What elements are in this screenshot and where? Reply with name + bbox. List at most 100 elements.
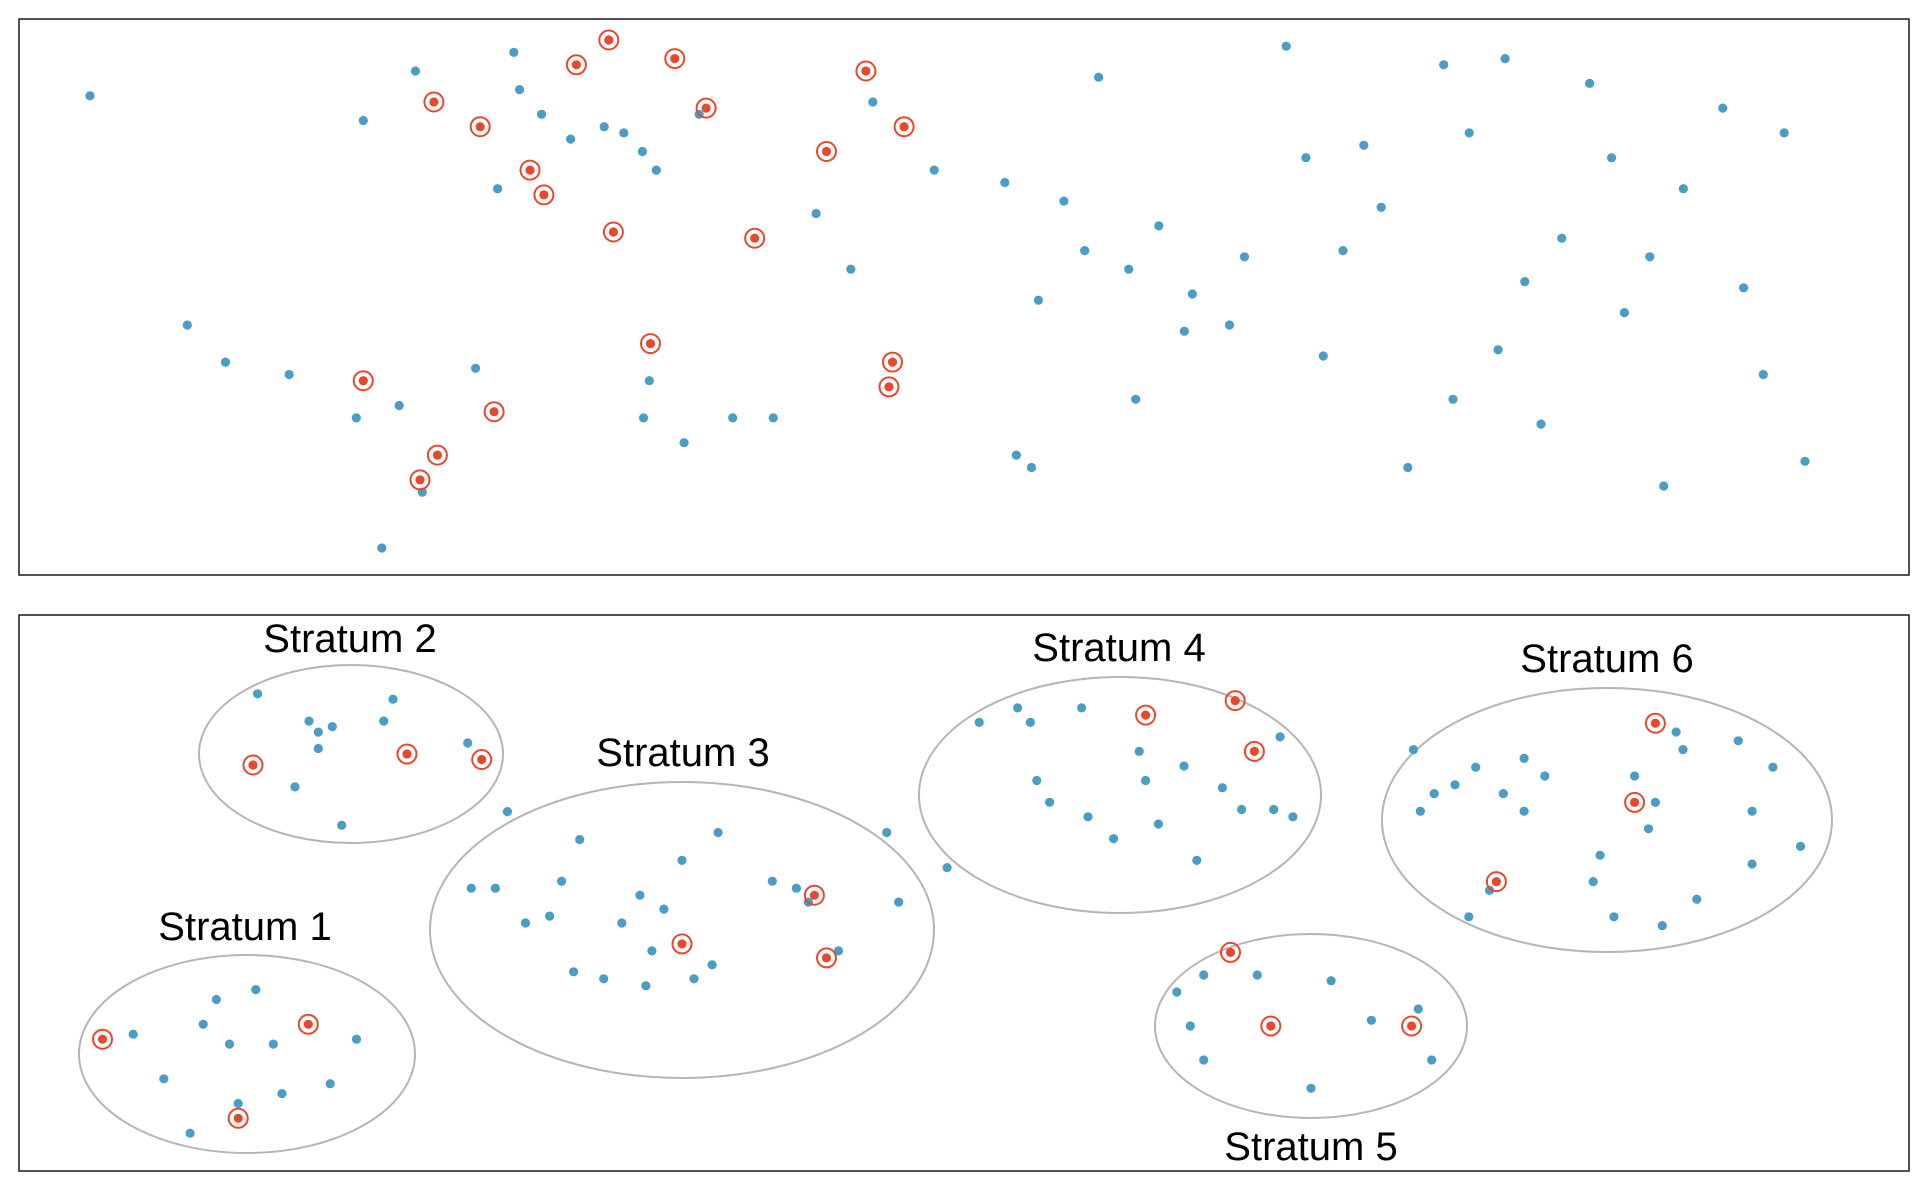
stratum-6-points [1408,712,1806,931]
stratum-point [1630,771,1640,781]
stratum-point [1199,970,1209,980]
stratum-point [268,1039,278,1049]
stratum-point [974,717,984,728]
population-point [1301,153,1311,163]
stratum-point [647,946,657,956]
stratum-sampled-point [1401,1015,1423,1037]
population-point [1800,456,1810,466]
stratum-6-label: Stratum 6 [1520,637,1693,681]
stratum-point [1519,753,1529,764]
stratum-point [313,727,323,737]
stratum-sampled-point [671,933,693,955]
stratum-sampled-point [1220,941,1241,963]
stratum-point [882,827,892,838]
stratum-sampled-point [1243,740,1265,762]
stratum-1: Stratum 1 [78,905,416,1154]
stratum-point [520,918,531,928]
stratum-point [1185,1021,1195,1031]
population-point [509,47,519,58]
stratum-point [1083,812,1093,822]
sampled-point [469,116,491,138]
stratum-5-label: Stratum 5 [1224,1125,1397,1169]
stratum-sampled-point [396,743,418,765]
population-point [1124,264,1134,274]
stratum-point [713,827,723,838]
population-point [1718,103,1728,113]
stratum-point [1306,1083,1316,1093]
stratum-point [1650,797,1660,808]
population-point [1154,221,1164,231]
sampled-point [855,60,877,82]
stratum-point [617,918,627,928]
population-point [1758,369,1768,380]
stratum-point [641,981,651,991]
stratum-point [599,974,609,984]
stratum-sampled-point [242,754,264,776]
stratum-point [233,1098,243,1109]
population-point [358,115,368,126]
population-point [1131,394,1141,404]
population-point [284,369,294,380]
stratum-point [1192,855,1202,866]
stratum-point [707,960,717,970]
stratum-2-outline [198,664,504,844]
sampled-point [640,333,661,355]
stratum-2-points [242,689,493,830]
stratum-point [198,1019,208,1029]
population-point [1080,246,1090,256]
population-point [1779,128,1789,138]
population-point [929,165,939,175]
stratum-point [1217,783,1227,793]
population-point [1059,196,1069,206]
population-point [846,264,856,274]
stratum-point [635,890,645,900]
stratum-sampled-point [1135,704,1157,726]
stratum-point [290,782,300,792]
stratum-4-outline [918,676,1322,914]
population-point [471,363,481,373]
stratum-point [1595,850,1605,860]
stratum-sampled-point [1260,1015,1282,1037]
stratum-2: Stratum 2 [198,617,504,844]
stratum-point [1540,771,1550,781]
stratum-point [942,863,952,873]
stratum-point [185,1128,195,1138]
stratum-point [1366,1015,1376,1025]
population-point [410,66,420,76]
stratum-point [1141,775,1151,786]
stratum-point [1199,1055,1209,1065]
stratum-point [1077,703,1087,713]
population-point [1439,60,1449,70]
population-point [1318,351,1328,361]
stratum-point [557,876,567,886]
population-point [1678,184,1688,194]
stratum-point [1288,812,1298,822]
population-point [1739,283,1749,293]
population-point [638,413,649,423]
stratum-3-points [466,807,904,991]
stratum-point [351,1034,362,1044]
sampled-point [409,469,431,491]
stratum-5-outline [1154,933,1468,1119]
stratum-point [1415,806,1425,816]
stratum-point [1609,912,1619,922]
sampled-point [602,221,624,243]
stratum-point [325,1079,335,1089]
population-point [182,320,192,330]
stratum-point [1795,841,1806,852]
population-point [1536,419,1546,429]
sampled-point [695,97,717,119]
stratum-point [313,743,323,754]
population-point [493,184,503,194]
stratum-sampled-point [1485,871,1507,893]
stratum-5-points [1172,941,1437,1093]
stratum-point [833,946,844,956]
stratum-point [253,689,263,699]
sampled-point [893,116,915,138]
population-point [537,109,547,119]
population-point [651,165,661,175]
stratum-point [1747,859,1757,869]
sampled-point [882,351,903,373]
stratum-point [677,855,687,866]
stratum-point [490,883,500,893]
